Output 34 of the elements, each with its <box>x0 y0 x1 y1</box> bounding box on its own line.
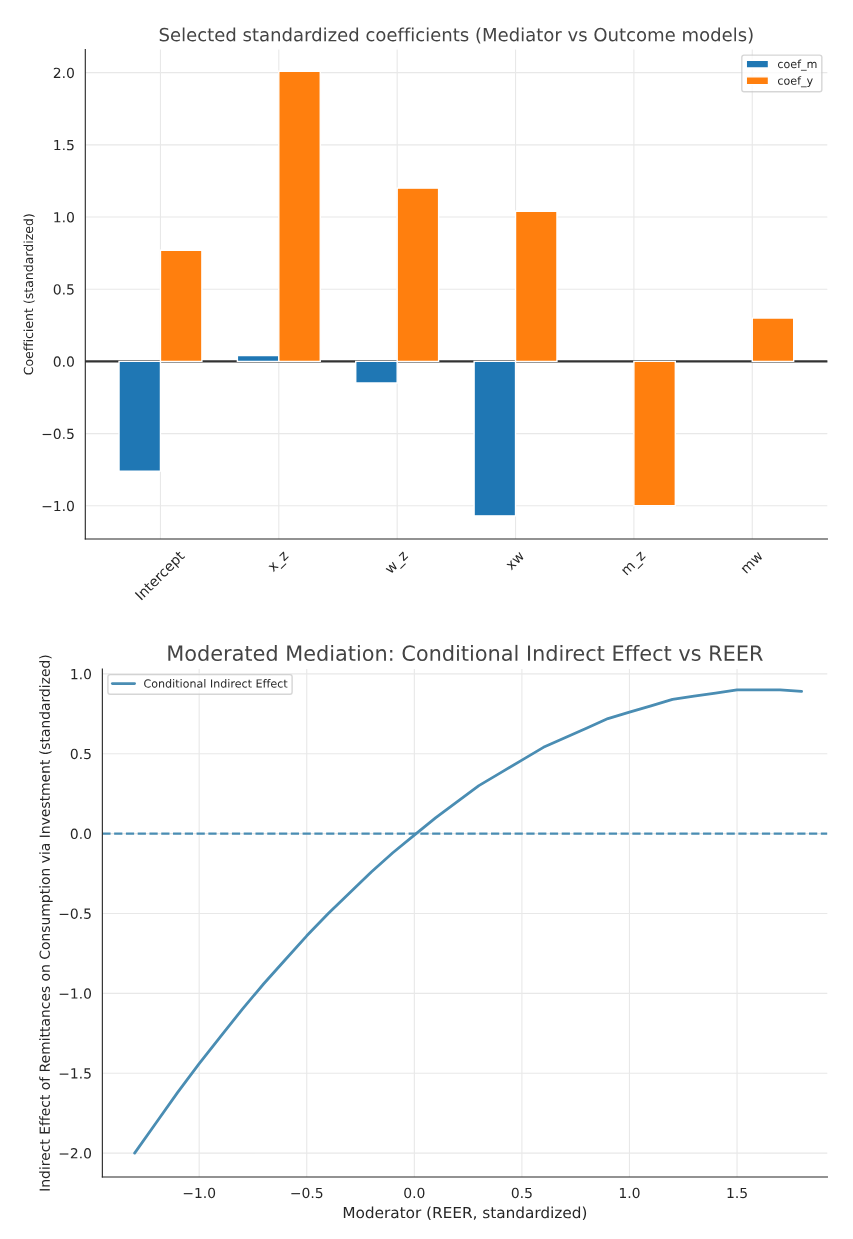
bar <box>633 360 677 507</box>
y-tick-label: −1.5 <box>59 1068 91 1079</box>
y-axis-title: Indirect Effect of Remittances on Consumption via Investment (standardized) <box>39 655 53 1191</box>
y-tick-label: −0.5 <box>42 428 74 440</box>
y-tick-label: 1.5 <box>54 139 74 151</box>
chart-title: Moderated Mediation: Conditional Indirect Effect vs REER <box>168 644 763 662</box>
legend-label: coef_y <box>777 76 813 88</box>
legend-label: coef_m <box>777 59 817 71</box>
x-axis-title: Moderator (REER, standardized) <box>343 1206 587 1221</box>
y-tick-label: −1.0 <box>59 988 92 999</box>
x-tick-label: mw <box>741 551 764 574</box>
x-tick-label: −1.0 <box>183 1187 216 1199</box>
y-tick-label: −0.5 <box>59 908 91 919</box>
y-tick-label: 0.0 <box>53 356 74 367</box>
y-tick-label: −1.0 <box>42 500 74 512</box>
x-tick-label: w_z <box>385 551 411 577</box>
y-tick-label: 0.0 <box>70 828 92 840</box>
legend-label: Conditional Indirect Effect <box>144 679 288 688</box>
bar <box>751 317 795 363</box>
x-tick-label: xw <box>506 551 525 571</box>
y-tick-label: 1.0 <box>71 668 92 680</box>
x-tick-label: 1.0 <box>619 1187 640 1199</box>
x-tick-label: 0.5 <box>511 1187 532 1199</box>
x-tick-label: −0.5 <box>291 1187 323 1199</box>
x-tick-label: 1.5 <box>727 1187 747 1199</box>
y-tick-label: 0.5 <box>70 748 91 760</box>
y-tick-label: 0.5 <box>53 284 74 295</box>
y-tick-label: 2.0 <box>53 67 74 79</box>
chart-title: Selected standardized coefficients (Mediator vs Outcome models) <box>159 27 753 44</box>
y-tick-label: −2.0 <box>59 1148 92 1159</box>
y-tick-label: 1.0 <box>54 211 74 223</box>
y-axis-title: Coefficient (standardized) <box>23 214 35 375</box>
x-tick-label: x_z <box>268 551 292 575</box>
x-tick-label: 0.0 <box>404 1187 425 1199</box>
